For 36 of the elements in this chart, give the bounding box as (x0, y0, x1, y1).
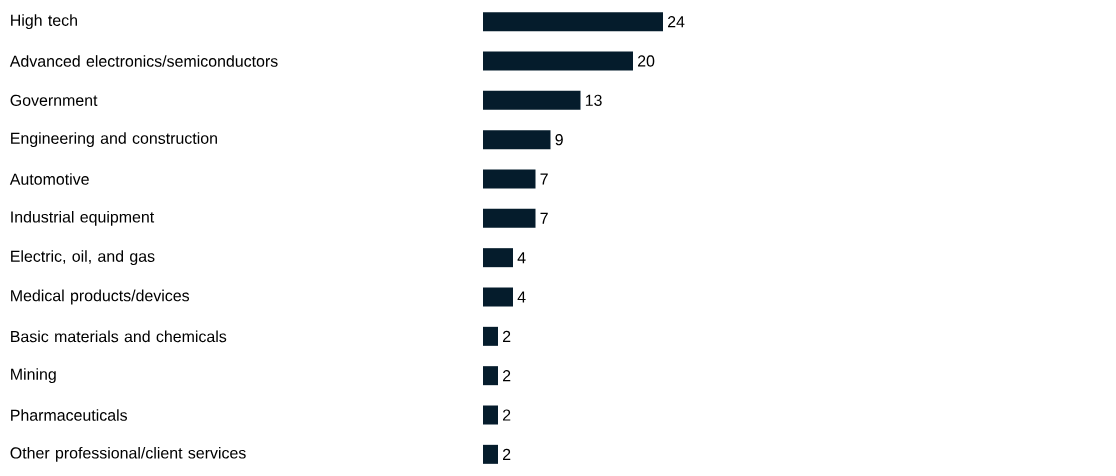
bar (483, 248, 513, 268)
y-tick-label: Basic materials and chemicals (11, 330, 227, 343)
y-tick-label: Government (10, 94, 98, 106)
bar (483, 208, 536, 228)
bar (483, 287, 513, 307)
y-tick-label: Industrial equipment (11, 210, 155, 226)
data-label: 4 (517, 252, 526, 264)
data-label: 20 (638, 55, 655, 67)
y-tick-label: Automotive (9, 173, 89, 185)
data-label: 2 (503, 448, 511, 460)
bar (483, 130, 551, 150)
bar (483, 366, 498, 386)
data-label: 4 (517, 291, 526, 303)
bar (483, 12, 663, 32)
data-label: 9 (555, 134, 563, 146)
bar (483, 51, 633, 71)
data-label: 7 (540, 212, 548, 224)
y-tick-label: Engineering and construction (11, 132, 217, 148)
y-tick-label: Electric, oil, and gas (11, 250, 155, 266)
bar (483, 444, 498, 464)
data-label: 24 (668, 16, 685, 28)
y-tick-label: Medical products/devices (11, 289, 190, 305)
y-tick-label: High tech (11, 14, 77, 30)
data-label: 7 (540, 173, 548, 185)
y-tick-label: Advanced electronics/semiconductors (9, 55, 278, 67)
data-label: 2 (503, 370, 511, 382)
bar (483, 90, 581, 110)
bar (483, 405, 498, 425)
data-label: 13 (585, 94, 602, 106)
data-label: 2 (503, 409, 511, 421)
data-label: 2 (503, 330, 511, 342)
y-tick-label: Other professional/client services (10, 446, 246, 462)
bar (483, 326, 498, 346)
y-tick-label: Pharmaceuticals (11, 409, 128, 421)
bar (483, 169, 536, 189)
y-tick-label: Mining (11, 368, 56, 384)
